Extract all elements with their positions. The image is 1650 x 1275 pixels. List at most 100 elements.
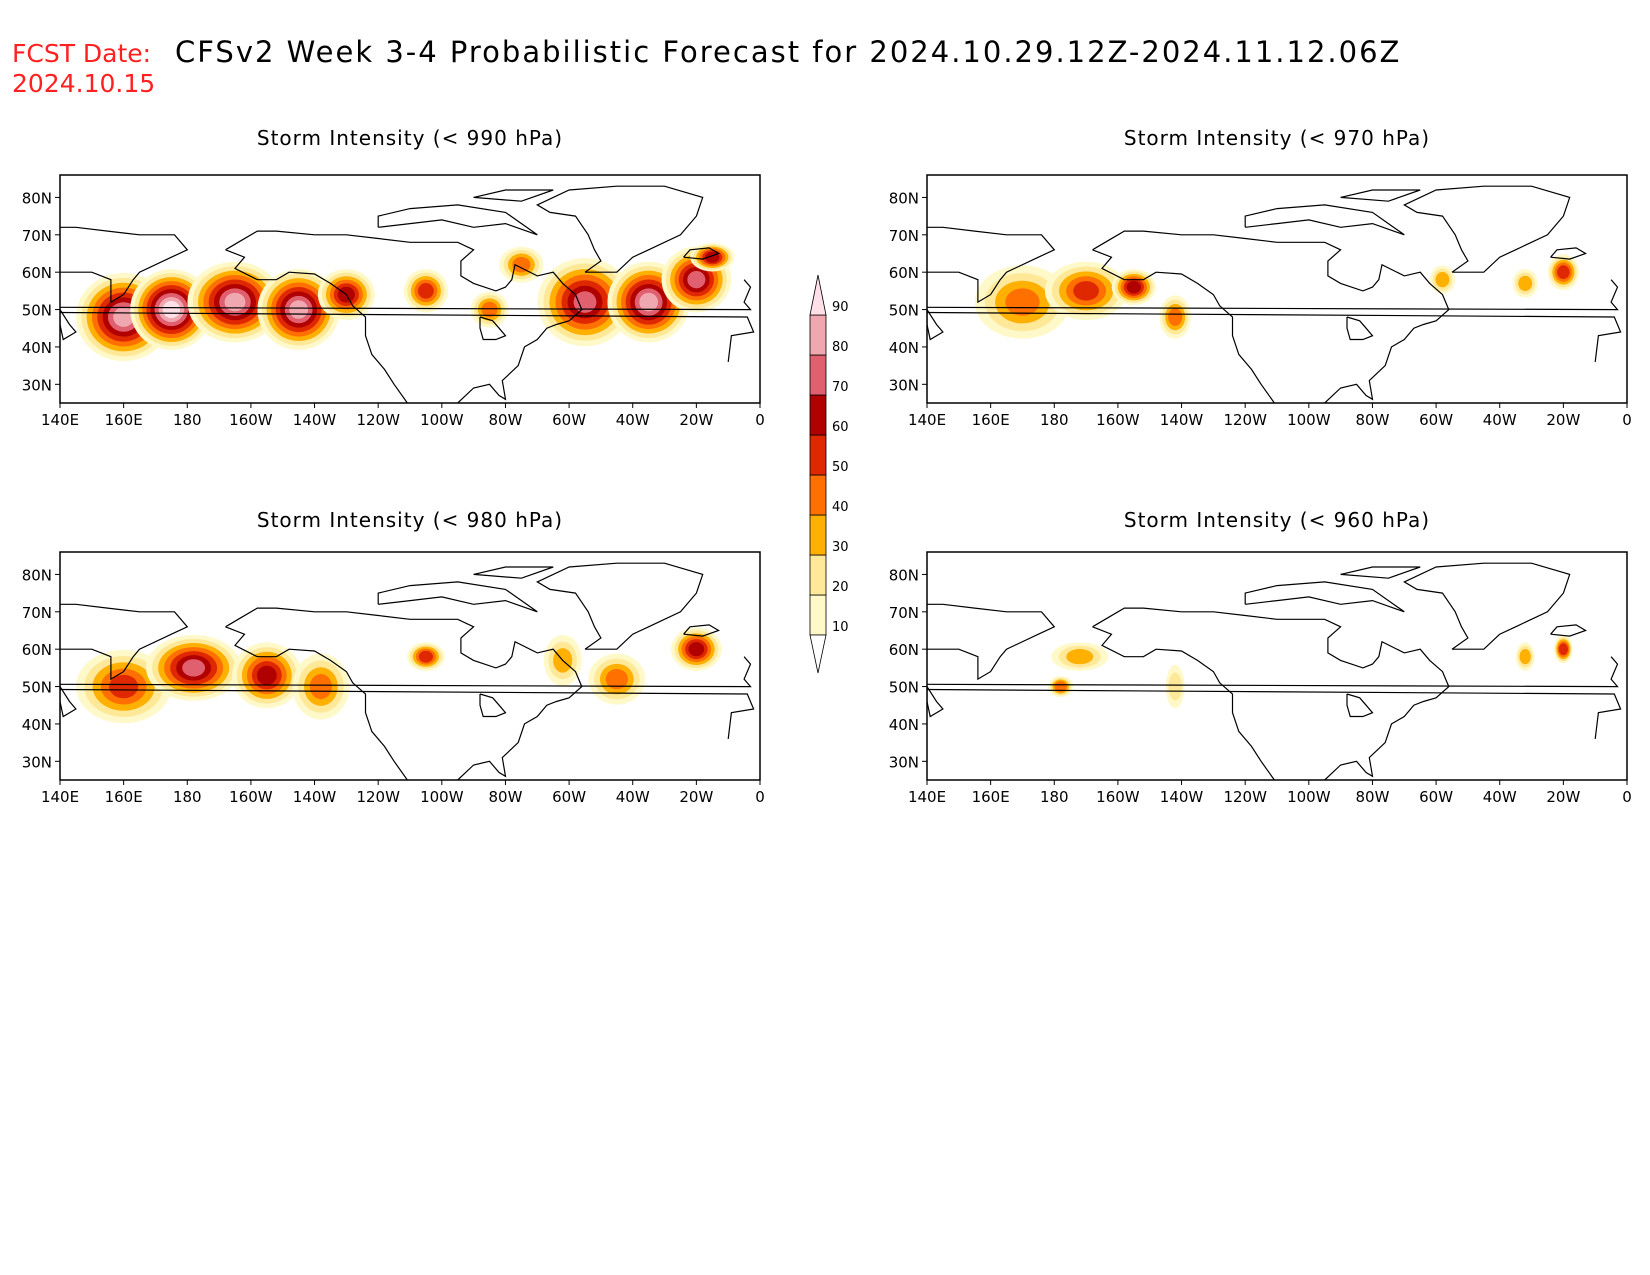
lat-tick-label: 50N (889, 302, 919, 320)
lat-tick-label: 30N (22, 376, 52, 394)
coastline (1346, 316, 1374, 341)
coastline (225, 230, 583, 403)
lon-tick-label: 160E (972, 411, 1010, 429)
lat-tick-label: 40N (22, 339, 52, 357)
probability-contour (1073, 281, 1099, 301)
lon-tick-label: 140W (293, 411, 337, 429)
colorbar-swatch (809, 434, 827, 476)
probability-contour (309, 674, 333, 700)
coastline (927, 309, 944, 341)
lon-tick-label: 160E (105, 788, 143, 806)
lon-tick-label: 180 (1040, 788, 1069, 806)
lon-tick-label: 120W (356, 788, 400, 806)
lon-tick-label: 60W (1419, 411, 1453, 429)
lon-tick-label: 40W (616, 411, 650, 429)
lat-tick-label: 60N (889, 641, 919, 659)
coastline (60, 688, 755, 739)
lat-tick-label: 60N (22, 264, 52, 282)
lon-tick-label: 180 (1040, 411, 1069, 429)
coastline (479, 316, 507, 341)
coastline (1550, 247, 1588, 260)
probability-contour (1054, 681, 1067, 692)
lon-tick-label: 140E (41, 788, 79, 806)
probability-contour (1005, 288, 1040, 316)
probability-contour (1168, 308, 1183, 326)
coastline (60, 279, 752, 311)
lat-tick-label: 30N (22, 753, 52, 771)
probability-contour (1066, 649, 1094, 665)
lon-tick-label: 160W (229, 411, 273, 429)
lon-tick-label: 160W (1096, 788, 1140, 806)
probability-contour (289, 300, 308, 319)
coastline (60, 603, 189, 681)
lon-tick-label: 160W (1096, 411, 1140, 429)
lon-tick-label: 100W (1287, 411, 1331, 429)
probability-contour (417, 283, 434, 299)
colorbar-label: 70 (832, 380, 849, 395)
colorbar: 10 20 30 40 50 60 70 80 90 (809, 274, 849, 674)
lat-tick-label: 70N (889, 604, 919, 622)
coastline (683, 624, 721, 637)
probability-contour (688, 642, 705, 657)
lon-tick-label: 0 (1622, 788, 1632, 806)
coastline (1244, 581, 1405, 613)
coastline (1340, 189, 1421, 202)
lon-tick-label: 60W (552, 788, 586, 806)
lat-tick-label: 30N (889, 753, 919, 771)
coastline (536, 185, 704, 273)
lat-tick-label: 40N (889, 339, 919, 357)
coastline (377, 581, 538, 613)
probability-contour (1435, 272, 1450, 288)
lat-tick-label: 60N (22, 641, 52, 659)
lon-tick-label: 20W (679, 788, 713, 806)
panel-980hpa: Storm Intensity (< 980 hPa) 80N 70N 60N 50N 4… (22, 508, 765, 806)
lon-tick-label: 180 (173, 411, 202, 429)
probability-contour (182, 659, 206, 677)
lon-tick-label: 20W (1546, 788, 1580, 806)
lat-tick-label: 70N (22, 604, 52, 622)
lon-tick-label: 140W (1160, 788, 1204, 806)
lon-tick-label: 160E (972, 788, 1010, 806)
lat-tick-label: 70N (889, 227, 919, 245)
probability-contour (687, 270, 706, 289)
lon-tick-label: 80W (488, 788, 522, 806)
coastline (683, 247, 721, 260)
map-frame (59, 174, 761, 404)
coastline (536, 562, 704, 650)
probability-contour (418, 650, 434, 663)
probability-contour (1558, 643, 1569, 656)
coastline (60, 686, 77, 718)
colorbar-swatch (809, 474, 827, 516)
probability-contour (113, 307, 135, 327)
coastline (927, 688, 1622, 739)
colorbar-swatch (809, 634, 827, 674)
lon-tick-label: 20W (1546, 411, 1580, 429)
lon-tick-label: 0 (755, 788, 765, 806)
figure-title: CFSv2 Week 3-4 Probabilistic Forecast fo… (175, 35, 1401, 69)
probability-contour (256, 665, 277, 685)
map-frame (926, 551, 1628, 781)
panel-960hpa: Storm Intensity (< 960 hPa) 80N 70N 60N 50N 4… (889, 508, 1632, 806)
lon-tick-label: 80W (1355, 411, 1389, 429)
colorbar-label: 90 (832, 300, 849, 315)
lon-tick-label: 140W (1160, 411, 1204, 429)
colorbar-swatch (809, 554, 827, 596)
panel-title: Storm Intensity (< 980 hPa) (257, 508, 563, 532)
lon-tick-label: 160E (105, 411, 143, 429)
colorbar-label: 50 (832, 460, 849, 475)
lon-tick-label: 100W (420, 411, 464, 429)
coastline (60, 309, 77, 341)
colorbar-label: 60 (832, 420, 849, 435)
probability-contour (481, 301, 498, 318)
colorbar-swatch (809, 394, 827, 436)
colorbar-label: 30 (832, 540, 849, 555)
panel-970hpa: Storm Intensity (< 970 hPa) 80N 70N 60N 50N 4… (889, 126, 1632, 429)
coastline (1403, 562, 1571, 650)
probability-contour (109, 674, 139, 699)
coastline (377, 204, 538, 236)
probability-contour (573, 291, 597, 313)
colorbar-swatch (809, 314, 827, 356)
lat-tick-label: 80N (22, 189, 52, 207)
lon-tick-label: 40W (1483, 788, 1517, 806)
